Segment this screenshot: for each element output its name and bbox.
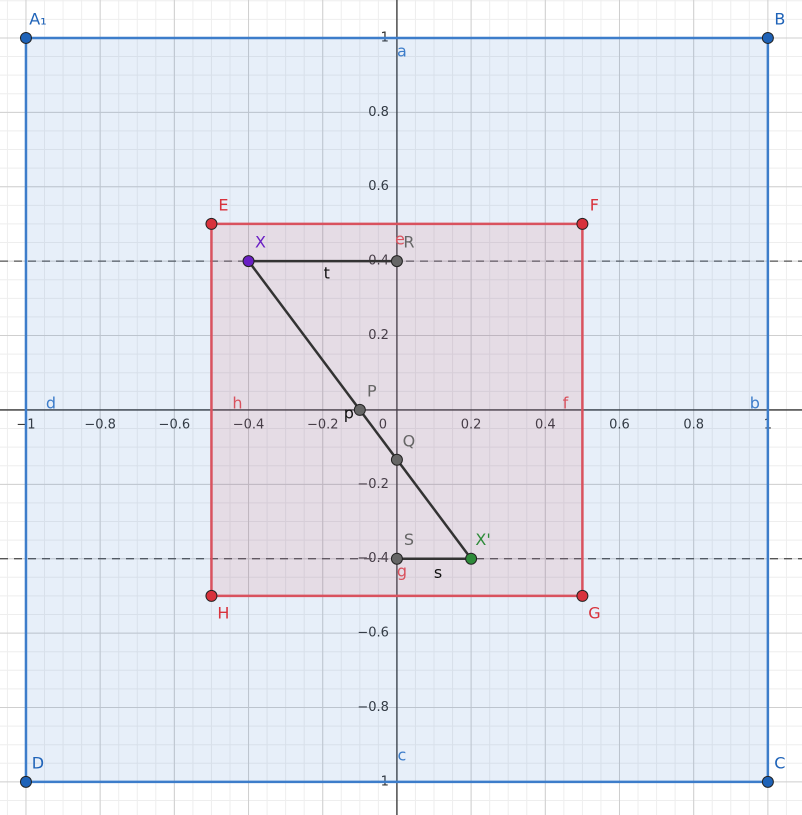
point-label: F <box>590 195 599 214</box>
point-label: E <box>218 195 228 214</box>
point <box>576 589 589 602</box>
point <box>576 217 589 230</box>
segment-label: t <box>324 264 330 283</box>
y-tick-label: 0.6 <box>368 179 389 194</box>
point <box>390 453 403 466</box>
side-label: e <box>395 229 405 248</box>
x-tick-label: 0 <box>379 417 387 432</box>
point <box>242 255 255 268</box>
point-label: X' <box>475 530 490 549</box>
polygon <box>210 222 584 598</box>
segment-label: s <box>434 563 442 582</box>
x-tick-label: 0.2 <box>461 417 482 432</box>
point-label: A₁ <box>29 9 46 28</box>
x-tick-label: −0.4 <box>233 417 265 432</box>
point <box>353 403 366 416</box>
point <box>205 217 218 230</box>
point-label: G <box>588 603 600 622</box>
point-label: Q <box>403 431 416 450</box>
point-label: S <box>404 530 414 549</box>
y-tick-label: 0.2 <box>368 328 389 343</box>
point <box>390 255 403 268</box>
side-label: g <box>397 561 407 580</box>
point <box>205 589 218 602</box>
x-tick-label: −0.8 <box>84 417 116 432</box>
x-tick-label: 0.4 <box>535 417 556 432</box>
point <box>19 31 32 44</box>
point-label: D <box>32 753 44 772</box>
point-label: R <box>403 233 414 252</box>
x-tick-label: −0.2 <box>307 417 339 432</box>
side-label: h <box>232 393 242 412</box>
side-label: d <box>46 393 56 412</box>
side-label: a <box>397 41 407 60</box>
point <box>390 552 403 565</box>
point-label: C <box>774 753 785 772</box>
x-tick-label: 0.6 <box>609 417 630 432</box>
y-tick-label: −0.6 <box>357 626 389 641</box>
y-tick-label: −0.2 <box>357 477 389 492</box>
point-label: H <box>217 603 229 622</box>
point <box>465 552 478 565</box>
point-label: P <box>367 381 377 400</box>
y-tick-label: −0.8 <box>357 700 389 715</box>
y-tick-label: −0.4 <box>357 551 389 566</box>
side-label: c <box>398 745 407 764</box>
point-label: X <box>255 233 266 252</box>
side-label: b <box>750 393 760 412</box>
x-tick-label: 0.8 <box>683 417 704 432</box>
segment-label: p <box>344 403 354 422</box>
point <box>761 775 774 788</box>
side-label: f <box>563 393 569 412</box>
point <box>19 775 32 788</box>
point <box>761 31 774 44</box>
point-label: B <box>774 9 785 28</box>
y-tick-label: 0.8 <box>368 105 389 120</box>
x-tick-label: −0.6 <box>159 417 191 432</box>
